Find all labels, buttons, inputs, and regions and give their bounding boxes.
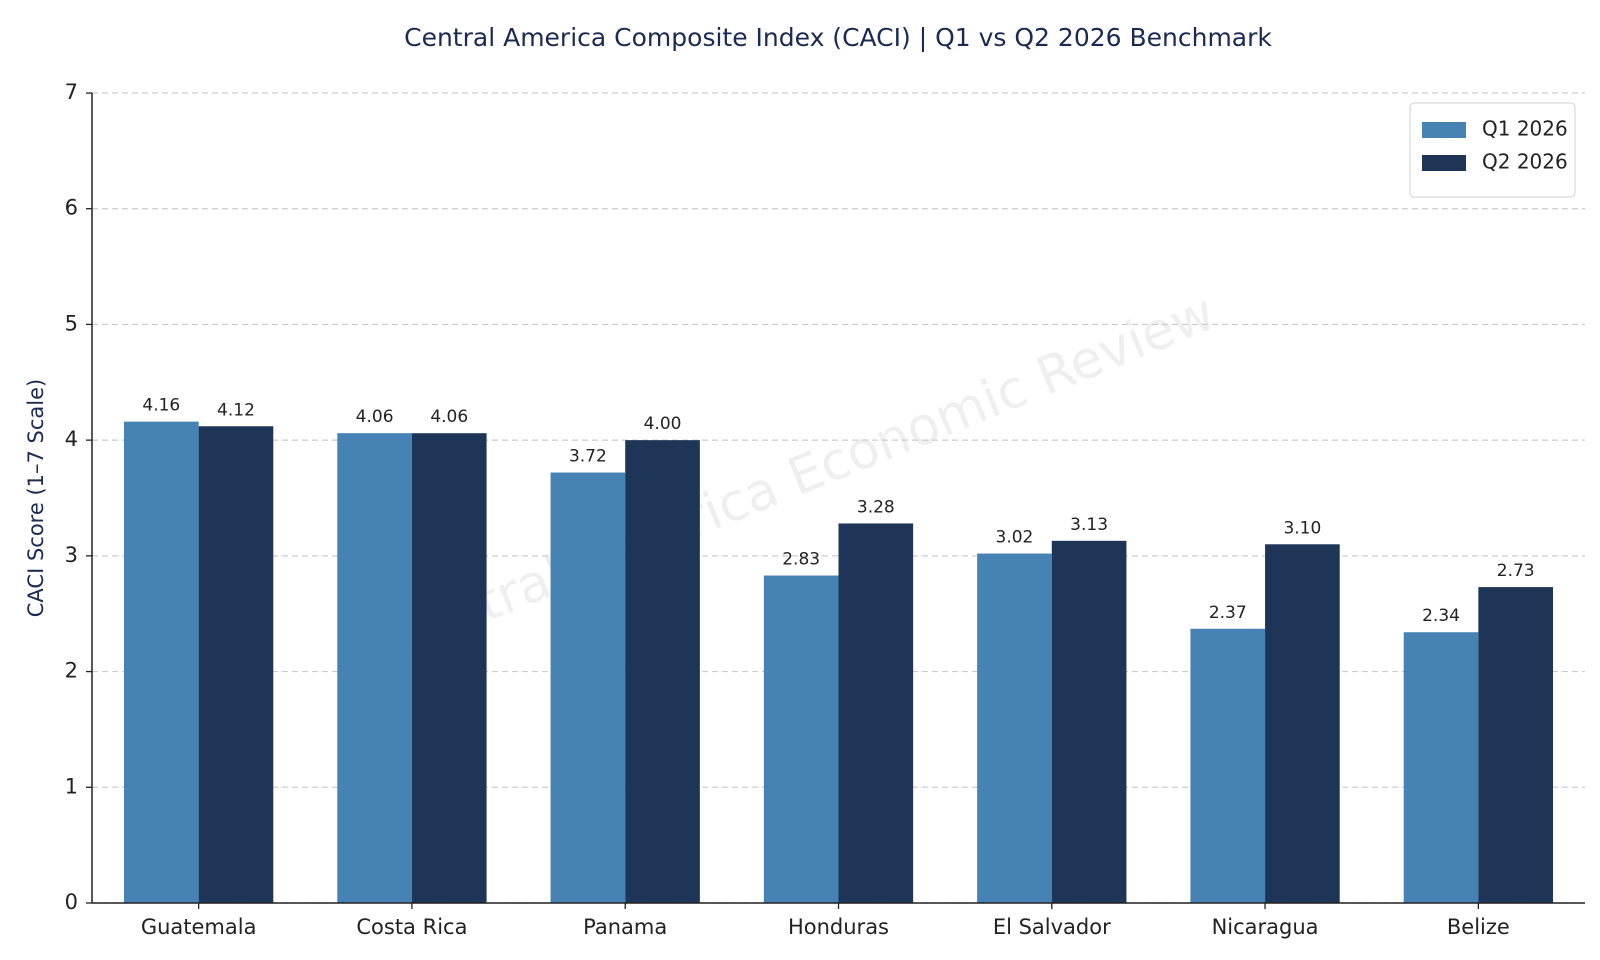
- bar: [337, 433, 412, 903]
- data-label: 4.12: [217, 400, 255, 420]
- y-axis-label: CACI Score (1–7 Scale): [24, 379, 48, 617]
- bar: [625, 440, 700, 903]
- data-label: 2.37: [1209, 603, 1247, 623]
- legend-swatch: [1422, 122, 1466, 138]
- y-tick-label: 6: [65, 196, 78, 220]
- data-label: 4.16: [142, 396, 180, 416]
- data-label: 2.83: [782, 550, 820, 570]
- y-tick-label: 7: [65, 80, 78, 104]
- data-label: 3.13: [1070, 515, 1108, 535]
- x-tick-label: Costa Rica: [356, 915, 467, 939]
- chart-title: Central America Composite Index (CACI) |…: [404, 23, 1272, 52]
- data-label: 2.34: [1422, 606, 1460, 626]
- y-tick-label: 0: [65, 890, 78, 914]
- x-tick-label: Belize: [1447, 915, 1510, 939]
- legend-swatch: [1422, 155, 1466, 171]
- y-tick-label: 5: [65, 311, 78, 335]
- data-label: 4.06: [356, 407, 394, 427]
- x-tick-label: Panama: [583, 915, 667, 939]
- bar: [550, 472, 626, 903]
- data-label: 3.02: [996, 528, 1034, 548]
- legend-label: Q1 2026: [1482, 117, 1568, 141]
- bar: [1051, 540, 1127, 903]
- bar: [123, 421, 199, 903]
- bar: [1403, 632, 1479, 903]
- y-tick-label: 2: [65, 659, 78, 683]
- bar: [763, 575, 839, 903]
- y-tick-label: 4: [65, 427, 78, 451]
- x-tick-label: El Salvador: [993, 915, 1111, 939]
- x-tick-label: Nicaragua: [1212, 915, 1319, 939]
- bar: [977, 553, 1052, 903]
- data-label: 3.72: [569, 447, 607, 467]
- data-label: 3.10: [1283, 518, 1321, 538]
- y-tick-label: 1: [65, 774, 78, 798]
- bar: [1190, 628, 1266, 903]
- x-tick-label: Honduras: [788, 915, 889, 939]
- bar: [1265, 544, 1340, 903]
- data-label: 3.28: [857, 497, 895, 517]
- data-label: 4.00: [644, 414, 682, 434]
- bar: [1478, 587, 1554, 903]
- bar: [838, 523, 914, 903]
- legend-label: Q2 2026: [1482, 150, 1568, 174]
- data-label: 4.06: [430, 407, 468, 427]
- x-tick-label: Guatemala: [141, 915, 257, 939]
- bar: [198, 426, 274, 903]
- y-tick-label: 3: [65, 543, 78, 567]
- data-label: 2.73: [1497, 561, 1535, 581]
- bar: [411, 433, 487, 903]
